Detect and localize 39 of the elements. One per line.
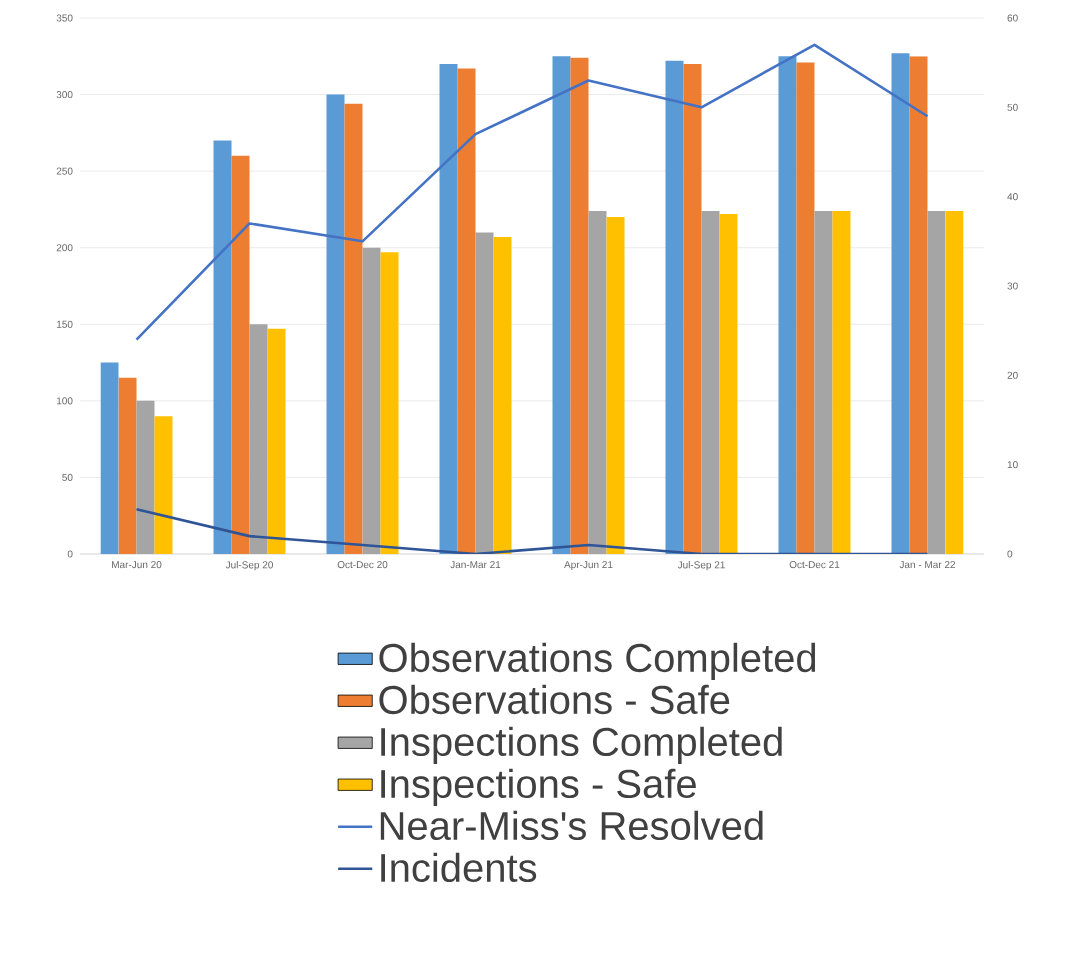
- bar: [891, 53, 910, 554]
- bar: [362, 247, 381, 554]
- bar: [778, 56, 797, 554]
- legend-label: Incidents: [381, 852, 537, 883]
- bar: [606, 217, 625, 554]
- bar: [344, 103, 363, 554]
- bar: [100, 362, 119, 554]
- bar: [249, 324, 268, 554]
- bar: [909, 56, 928, 554]
- bar: [665, 60, 684, 554]
- legend-label: Observations - Safe: [379, 684, 730, 715]
- bar: [267, 328, 286, 554]
- legend-label: Inspections - Safe: [381, 768, 696, 807]
- bar: [552, 56, 571, 554]
- bar: [570, 57, 589, 554]
- bar: [683, 63, 702, 554]
- bar: [945, 210, 964, 554]
- bar: [326, 94, 345, 554]
- line-series: [135, 43, 929, 341]
- bar: [475, 232, 494, 554]
- legend-label: Inspections Completed: [381, 726, 782, 765]
- bar: [136, 400, 155, 554]
- bar: [927, 210, 946, 554]
- bar: [588, 210, 607, 554]
- bar: [493, 236, 512, 554]
- bar: [154, 416, 173, 554]
- bar: [213, 140, 232, 554]
- bar: [832, 210, 851, 554]
- bar: [118, 377, 137, 554]
- bar: [796, 62, 815, 554]
- bar: [380, 252, 399, 554]
- bar: [457, 68, 476, 554]
- bar: [719, 214, 738, 554]
- legend-label: Observations Completed: [379, 642, 816, 681]
- bar: [814, 210, 833, 554]
- legend-label: Near-Miss's Resolved: [380, 810, 763, 841]
- bar: [439, 63, 458, 554]
- bar: [701, 210, 720, 554]
- bar: [231, 155, 250, 554]
